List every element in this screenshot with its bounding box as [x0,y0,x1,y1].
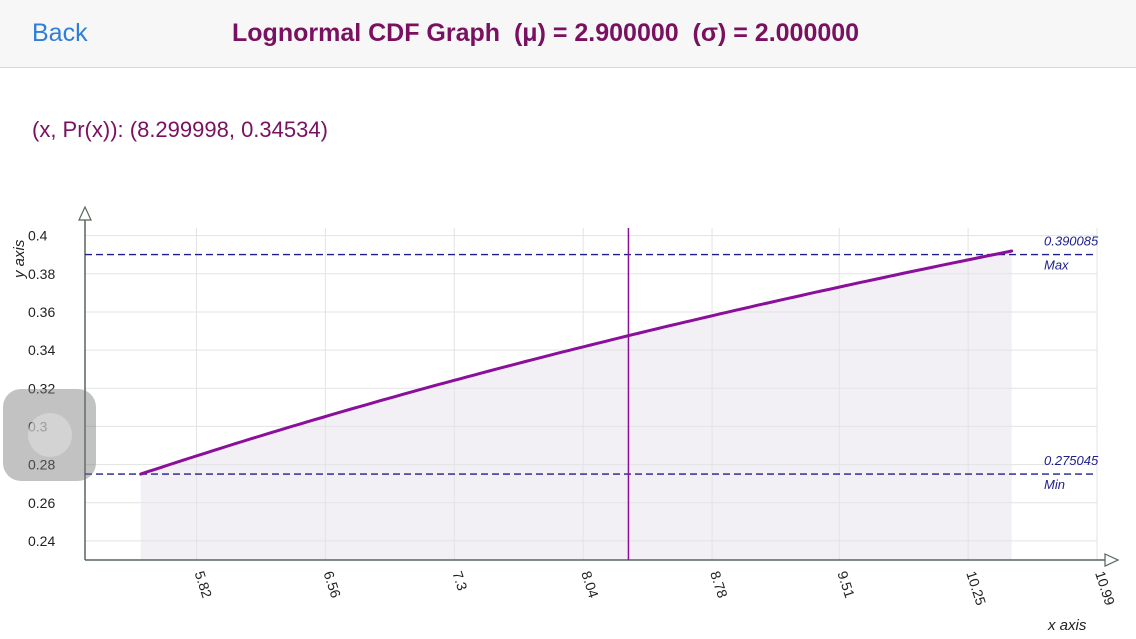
y-tick-label: 0.4 [28,228,48,244]
y-tick-label: 0.36 [28,304,55,320]
max-label: Max [1044,258,1069,273]
min-label: Min [1044,477,1065,492]
y-axis-arrow-icon [78,205,92,221]
area-under-curve [140,251,1012,560]
y-tick-label: 0.34 [28,342,55,358]
lognormal-cdf-chart[interactable]: 0.40.380.360.340.320.30.280.260.245.826.… [0,180,1136,639]
page-title: Lognormal CDF Graph (μ) = 2.900000 (σ) =… [232,19,860,47]
cdf-curve-series [139,249,1014,476]
assistive-touch-button[interactable] [3,389,96,481]
y-tick-label: 0.28 [28,457,55,473]
x-tick-label: 7.3 [449,569,470,593]
x-tick-label: 10.99 [1092,569,1118,607]
navigation-bar: Back Lognormal CDF Graph (μ) = 2.900000 … [0,0,1136,68]
max-value-label: 0.390085 [1044,234,1099,249]
x-tick-label: 8.78 [707,569,731,600]
x-tick-label: 6.56 [321,569,345,600]
x-tick-label: 5.82 [192,569,216,600]
assistive-touch-icon [28,413,72,457]
x-tick-label: 8.04 [578,569,602,600]
x-axis-arrow-icon [1104,553,1120,567]
y-axis-title: y axis [11,239,28,279]
back-button[interactable]: Back [32,19,88,47]
x-tick-label: 9.51 [834,569,858,600]
min-value-label: 0.275045 [1044,453,1099,468]
y-tick-label: 0.38 [28,266,55,282]
y-tick-label: 0.26 [28,495,55,511]
y-tick-label: 0.24 [28,533,55,549]
y-tick-label: 0.32 [28,380,55,396]
cursor-readout: (x, Pr(x)): (8.299998, 0.34534) [32,117,328,142]
x-tick-label: 10.25 [963,569,989,607]
x-axis-title: x axis [1047,617,1087,634]
